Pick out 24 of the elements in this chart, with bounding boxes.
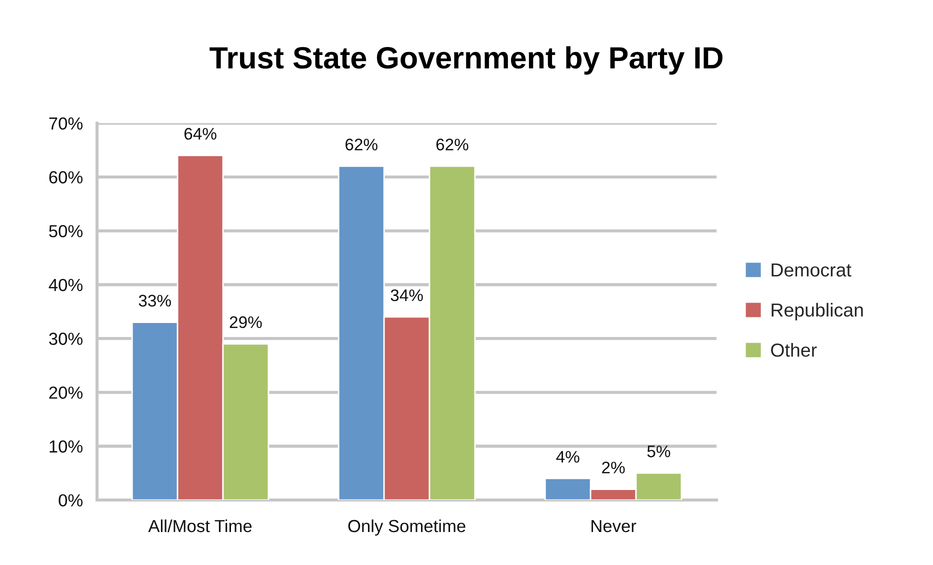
y-tick-label: 40% <box>48 278 83 292</box>
x-tick-label: Never <box>592 520 636 532</box>
x-tick-label: All/Most Time <box>148 519 252 532</box>
chart-title: Trust State Government by Party ID <box>210 46 722 75</box>
data-label: 2% <box>602 462 625 474</box>
y-tick-label: 50% <box>49 225 83 238</box>
legend-label: Other <box>771 342 817 357</box>
data-label: 4% <box>556 450 580 463</box>
x-tick-label: Only Sometime <box>348 519 466 536</box>
y-tick-label: 10% <box>50 440 83 453</box>
data-label: 62% <box>436 138 468 150</box>
data-label: 64% <box>184 128 216 140</box>
y-tick-label: 20% <box>49 386 83 399</box>
legend-label: Republican <box>772 302 863 320</box>
data-label: 34% <box>390 289 423 302</box>
data-label: 62% <box>346 138 378 150</box>
y-tick-label: 60% <box>49 171 83 184</box>
data-label: 29% <box>230 316 262 328</box>
legend-label: Democrat <box>772 264 852 277</box>
y-tick-label: 0% <box>58 494 83 506</box>
y-tick-label: 30% <box>49 332 83 345</box>
data-label: 33% <box>138 294 171 307</box>
data-label: 5% <box>647 446 670 458</box>
y-tick-label: 70% <box>49 117 83 130</box>
